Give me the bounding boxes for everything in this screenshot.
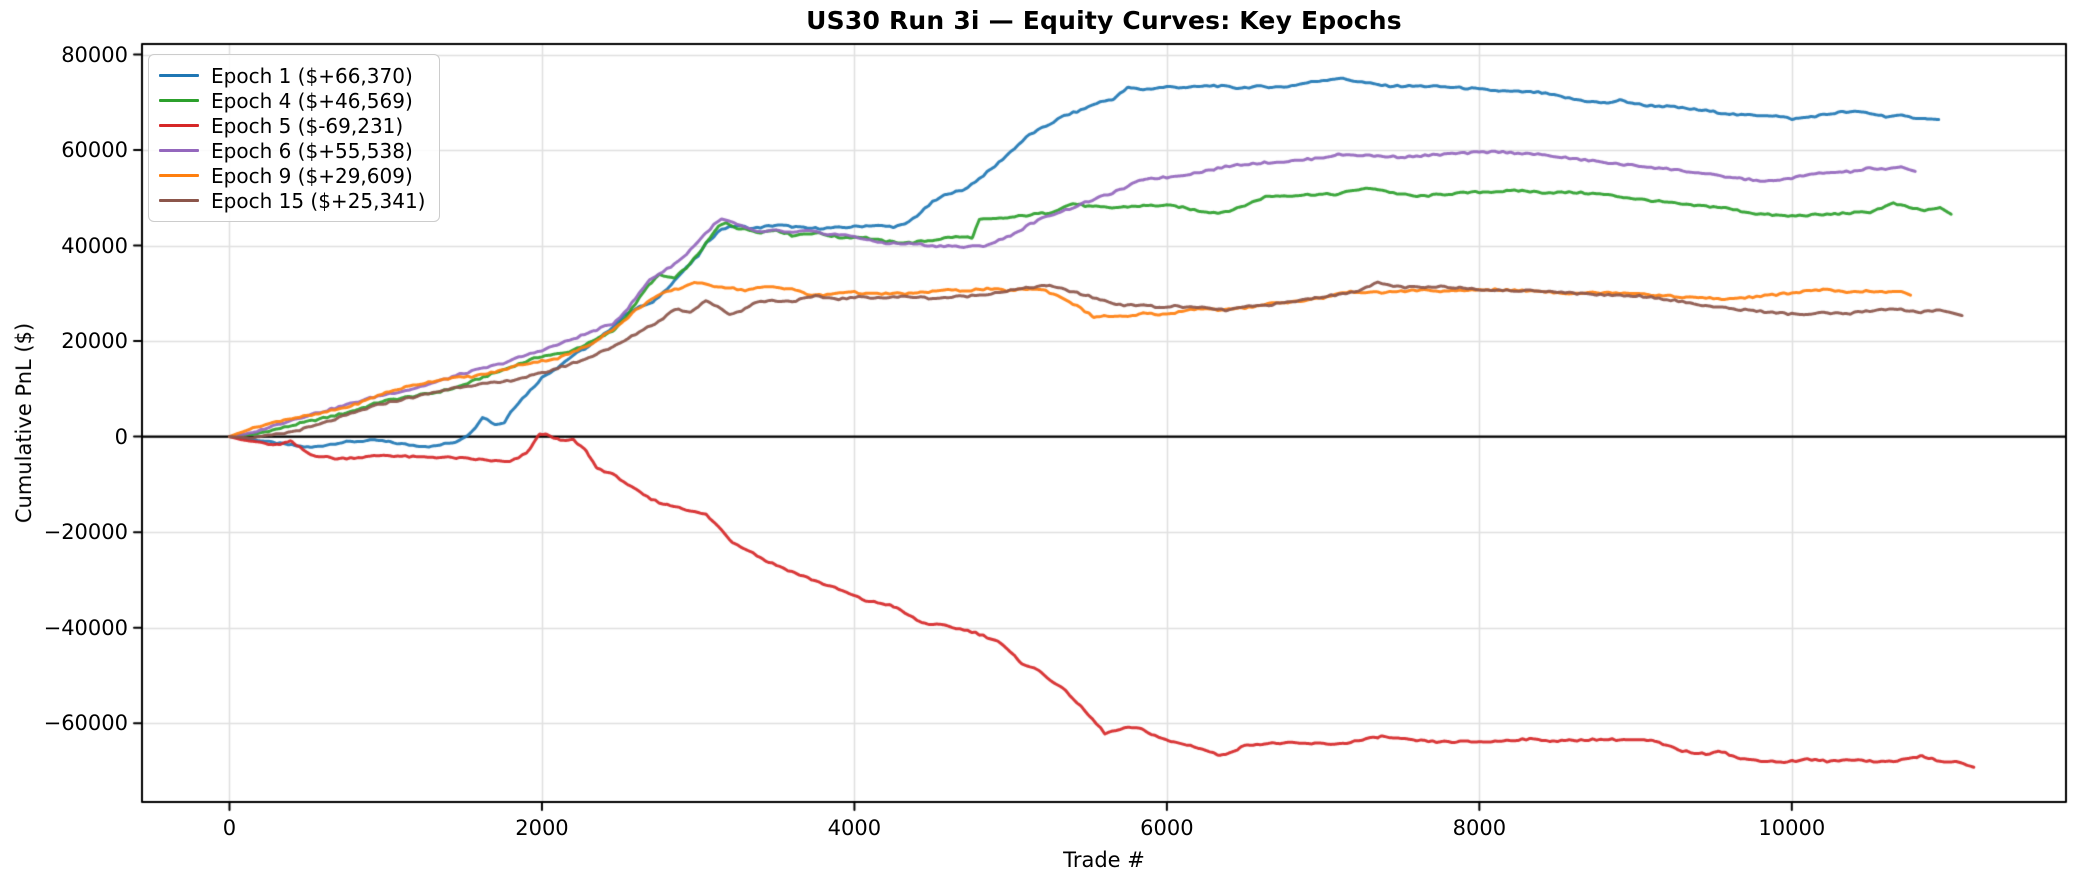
y-tick-label: −40000 <box>43 615 128 640</box>
legend-line-swatch <box>159 123 199 128</box>
legend-label: Epoch 15 ($+25,341) <box>211 188 426 213</box>
legend: Epoch 1 ($+66,370) Epoch 4 ($+46,569) Epoc… <box>148 54 441 222</box>
x-tick-label: 8000 <box>1452 816 1507 840</box>
y-axis-label: Cumulative PnL ($) <box>12 322 36 524</box>
x-tick-label: 10000 <box>1758 816 1826 840</box>
legend-line-swatch <box>159 198 199 203</box>
legend-label: Epoch 4 ($+46,569) <box>211 88 413 113</box>
y-tick-label: 60000 <box>61 138 128 163</box>
legend-label: Epoch 5 ($-69,231) <box>211 113 404 138</box>
chart-title: US30 Run 3i — Equity Curves: Key Epochs <box>806 6 1402 35</box>
legend-line-swatch <box>159 73 199 78</box>
legend-label: Epoch 6 ($+55,538) <box>211 138 413 163</box>
legend-item: Epoch 4 ($+46,569) <box>159 88 425 113</box>
legend-line-swatch <box>159 173 199 178</box>
legend-item: Epoch 6 ($+55,538) <box>159 138 425 163</box>
legend-label: Epoch 9 ($+29,609) <box>211 163 413 188</box>
x-tick-label: 0 <box>222 816 237 840</box>
legend-item: Epoch 9 ($+29,609) <box>159 163 425 188</box>
legend-item: Epoch 5 ($-69,231) <box>159 113 425 138</box>
y-tick-label: 20000 <box>61 329 128 354</box>
x-tick-label: 6000 <box>1140 816 1194 840</box>
legend-line-swatch <box>159 98 199 103</box>
y-tick-label: 40000 <box>61 233 128 258</box>
legend-item: Epoch 1 ($+66,370) <box>159 63 425 88</box>
x-axis-label: Trade # <box>1063 848 1145 872</box>
legend-label: Epoch 1 ($+66,370) <box>211 63 413 88</box>
y-tick-label: −20000 <box>43 520 128 545</box>
legend-line-swatch <box>159 148 199 153</box>
y-tick-label: −60000 <box>43 711 128 736</box>
y-tick-label: 0 <box>114 424 128 449</box>
y-tick-label: 80000 <box>61 42 128 67</box>
x-tick-label: 2000 <box>515 816 569 840</box>
x-tick-label: 4000 <box>827 816 882 840</box>
legend-item: Epoch 15 ($+25,341) <box>159 188 425 213</box>
